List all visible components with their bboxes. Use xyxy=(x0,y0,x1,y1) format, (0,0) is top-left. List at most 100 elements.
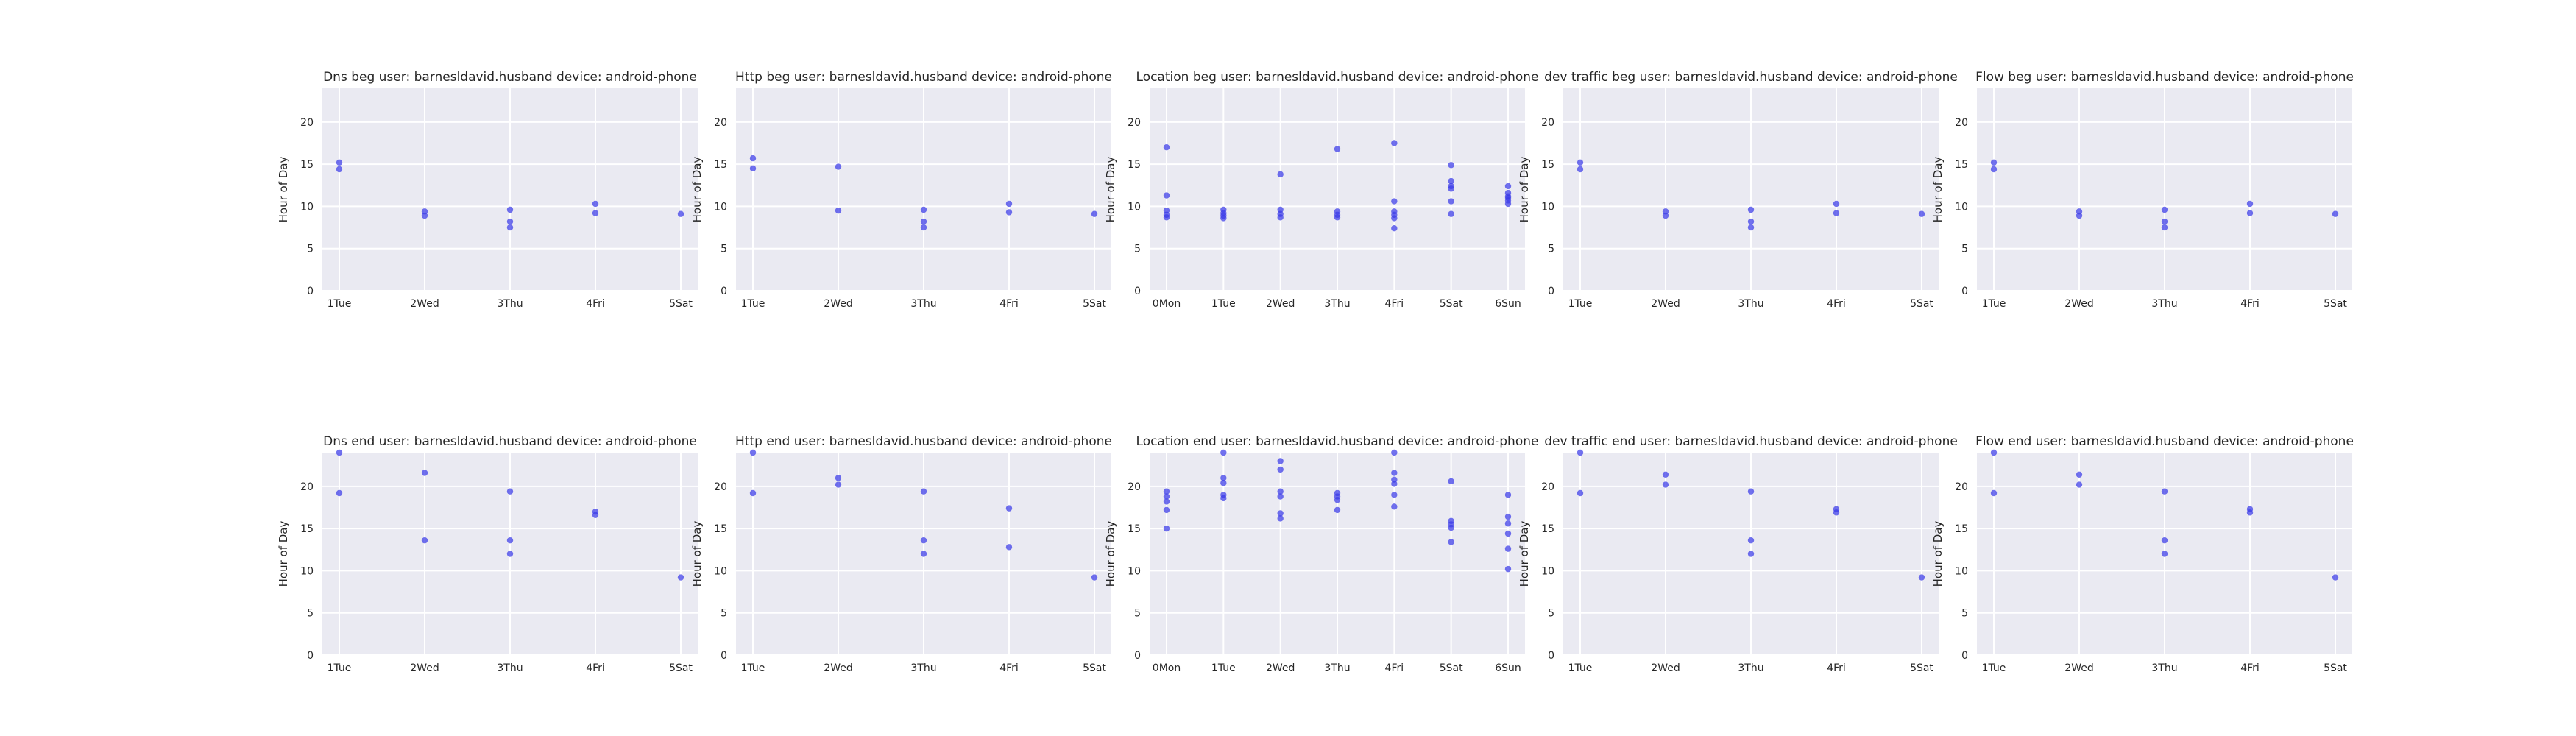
y-tick-label: 20 xyxy=(1955,117,1968,129)
chart-title: Http end user: barnesldavid.husband devi… xyxy=(735,434,1112,449)
data-point xyxy=(592,210,599,216)
y-tick-label: 5 xyxy=(721,608,727,620)
x-tick-label: 2Wed xyxy=(410,662,439,674)
data-point xyxy=(421,212,428,219)
x-tick-label: 2Wed xyxy=(824,662,852,674)
data-point xyxy=(1220,495,1227,502)
data-point xyxy=(920,218,927,225)
x-tick-label: 4Fri xyxy=(1827,298,1846,310)
y-tick-label: 20 xyxy=(714,481,727,493)
data-point xyxy=(749,489,757,497)
x-tick-label: 3Thu xyxy=(1738,298,1763,310)
y-tick-label: 20 xyxy=(300,117,314,129)
x-tick-label: 5Sat xyxy=(1083,662,1106,674)
data-point xyxy=(1005,505,1013,512)
x-tick-label: 1Tue xyxy=(1211,298,1236,310)
chart-panel-4: 0 5 10 15 20 1Tue 2Wed 3Thu 4Fri 5Sat Flow beg use… xyxy=(1931,70,2354,310)
data-point xyxy=(1577,159,1584,166)
data-point xyxy=(1391,492,1398,498)
data-point xyxy=(1833,210,1840,216)
y-tick-label: 10 xyxy=(1128,565,1141,577)
data-point xyxy=(1163,525,1170,532)
data-point xyxy=(1091,574,1098,581)
chart-title: Dns end user: barnesldavid.husband devic… xyxy=(323,434,697,449)
data-point xyxy=(1277,488,1284,495)
x-tick-label: 3Thu xyxy=(2151,662,2177,674)
chart-panel-2: 0 5 10 15 20 0Mon 1Tue 2Wed 3Thu 4Fri 5Sat 6Sun Loca… xyxy=(1104,70,1538,310)
y-tick-label: 0 xyxy=(1134,650,1141,662)
y-tick-label: 0 xyxy=(1548,286,1554,297)
data-point xyxy=(1163,498,1170,505)
y-axis-label: Hour of Day xyxy=(277,521,290,587)
x-tick-label: 4Fri xyxy=(586,662,605,674)
data-point xyxy=(506,206,514,213)
data-point xyxy=(506,488,514,495)
x-tick-label: 3Thu xyxy=(1738,662,1763,674)
x-tick-label: 1Tue xyxy=(1211,662,1236,674)
y-tick-label: 10 xyxy=(300,565,314,577)
data-point xyxy=(2246,509,2254,516)
x-tick-label: 3Thu xyxy=(910,662,936,674)
data-point xyxy=(1277,466,1284,473)
y-tick-label: 15 xyxy=(1541,523,1554,535)
y-tick-label: 15 xyxy=(1955,159,1968,171)
y-axis-label: Hour of Day xyxy=(1104,157,1117,223)
x-tick-label: 3Thu xyxy=(910,298,936,310)
data-point xyxy=(506,224,514,231)
data-point xyxy=(1005,209,1013,216)
y-tick-label: 15 xyxy=(1955,523,1968,535)
data-point xyxy=(2161,206,2168,213)
x-tick-label: 4Fri xyxy=(1385,662,1404,674)
x-tick-label: 2Wed xyxy=(1266,662,1295,674)
x-tick-label: 1Tue xyxy=(1568,662,1593,674)
data-point xyxy=(677,574,684,581)
x-tick-label: 6Sun xyxy=(1495,662,1521,674)
x-tick-label: 5Sat xyxy=(669,662,693,674)
data-point xyxy=(1662,481,1669,488)
y-axis-label: Hour of Day xyxy=(1518,521,1531,587)
data-point xyxy=(2161,551,2168,557)
data-point xyxy=(1747,551,1755,557)
x-tick-label: 1Tue xyxy=(328,662,352,674)
y-tick-label: 20 xyxy=(300,481,314,493)
x-tick-label: 1Tue xyxy=(1568,298,1593,310)
y-tick-label: 10 xyxy=(1541,565,1554,577)
y-tick-label: 10 xyxy=(1128,201,1141,213)
y-tick-label: 0 xyxy=(721,286,727,297)
x-tick-label: 1Tue xyxy=(1982,662,2006,674)
x-tick-label: 1Tue xyxy=(741,298,765,310)
y-tick-label: 0 xyxy=(307,286,314,297)
x-tick-label: 3Thu xyxy=(497,298,523,310)
data-point xyxy=(1334,146,1341,152)
data-point xyxy=(592,200,599,208)
data-point xyxy=(1391,503,1398,510)
data-point xyxy=(2161,488,2168,495)
data-point xyxy=(749,449,757,456)
x-tick-label: 5Sat xyxy=(1440,298,1463,310)
data-point xyxy=(1990,489,1998,497)
data-point xyxy=(1448,478,1454,485)
data-point xyxy=(920,537,927,544)
y-tick-label: 15 xyxy=(1541,159,1554,171)
data-point xyxy=(2161,218,2168,225)
x-tick-label: 4Fri xyxy=(999,298,1019,310)
data-point xyxy=(1391,225,1398,232)
data-point xyxy=(1504,492,1512,498)
y-tick-label: 0 xyxy=(1961,650,1968,662)
x-tick-label: 0Mon xyxy=(1153,662,1181,674)
data-point xyxy=(1163,493,1170,500)
data-point xyxy=(1918,574,1925,581)
chart-panel-7: 0 5 10 15 20 0Mon 1Tue 2Wed 3Thu 4Fri 5Sat 6Sun Loca… xyxy=(1104,434,1538,674)
y-axis-label: Hour of Day xyxy=(277,157,290,223)
data-point xyxy=(1747,488,1755,495)
y-tick-label: 10 xyxy=(714,565,727,577)
y-tick-label: 20 xyxy=(1955,481,1968,493)
data-point xyxy=(1005,200,1013,208)
data-point xyxy=(2161,537,2168,544)
data-point xyxy=(1448,162,1454,169)
data-point xyxy=(2246,200,2254,208)
chart-panel-0: 0 5 10 15 20 1Tue 2Wed 3Thu 4Fri 5Sat Dns beg user… xyxy=(277,70,698,310)
chart-panel-9: 0 5 10 15 20 1Tue 2Wed 3Thu 4Fri 5Sat Flow end use… xyxy=(1931,434,2354,674)
y-tick-label: 5 xyxy=(721,244,727,255)
x-tick-label: 0Mon xyxy=(1153,298,1181,310)
